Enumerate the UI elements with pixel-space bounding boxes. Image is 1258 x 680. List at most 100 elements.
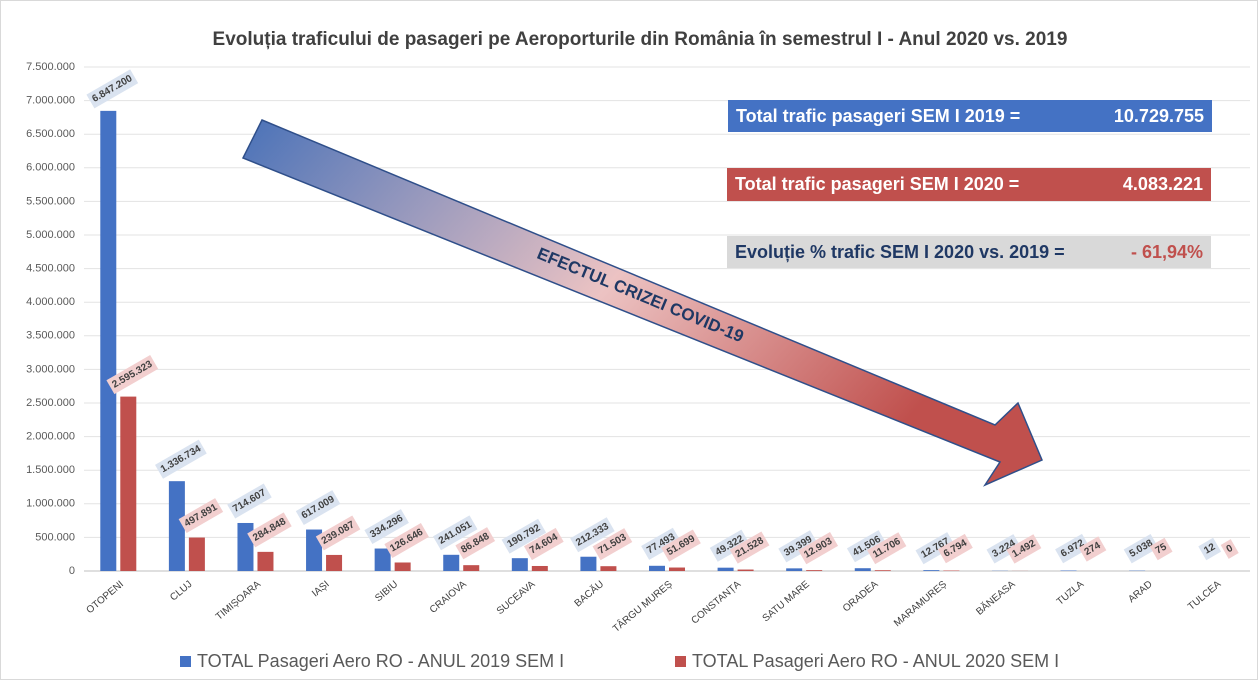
legend-label: TOTAL Pasageri Aero RO - ANUL 2020 SEM I — [692, 651, 1059, 671]
value-label-bg — [867, 532, 907, 565]
value-label-bg — [846, 530, 887, 563]
value-label-bg — [709, 529, 750, 562]
value-label-bg — [778, 530, 819, 563]
bar — [806, 570, 823, 571]
bar — [326, 554, 343, 571]
y-tick-label: 6.000.000 — [26, 162, 75, 174]
value-label-bg — [661, 529, 701, 562]
bar — [649, 565, 665, 571]
box-2020 — [727, 168, 1211, 201]
value-label-bg — [729, 531, 770, 564]
box-label: Total trafic pasageri SEM I 2020 = — [735, 174, 1019, 194]
y-tick-label: 4.000.000 — [26, 296, 75, 308]
bar — [374, 548, 391, 571]
value-label-bg — [592, 528, 633, 561]
value-label-bg — [798, 532, 839, 565]
y-tick-label: 5.500.000 — [26, 195, 75, 207]
bar — [786, 568, 803, 571]
value-label-bg — [915, 532, 956, 565]
y-tick-label: 2.500.000 — [26, 397, 75, 409]
bar — [237, 522, 254, 571]
arrow — [241, 119, 1043, 487]
value-label-text: 12 — [1202, 541, 1218, 556]
y-tick-label: 4.500.000 — [26, 263, 75, 275]
bar — [120, 396, 137, 571]
bar — [737, 569, 754, 571]
chart-title: Evoluția traficului de pasageri pe Aerop… — [213, 29, 1068, 50]
value-label-bg — [1220, 539, 1239, 559]
y-tick-label: 1.500.000 — [26, 464, 75, 476]
bar — [443, 554, 460, 571]
value-label: 0 — [1220, 539, 1239, 559]
legend-label: TOTAL Pasageri Aero RO - ANUL 2019 SEM I — [197, 651, 564, 671]
bar — [669, 567, 685, 571]
value-label-bg — [1006, 534, 1042, 564]
y-tick-label: 0 — [69, 565, 75, 577]
y-tick-label: 7.000.000 — [26, 95, 75, 107]
value-label-bg — [384, 523, 429, 558]
y-tick-label: 3.000.000 — [26, 363, 75, 375]
legend-swatch — [675, 656, 686, 667]
value-label-bg — [641, 527, 681, 560]
value-label-bg — [1123, 533, 1159, 564]
box-2019 — [728, 100, 1212, 132]
value-label-bg — [155, 439, 207, 479]
value-label: 212.333 — [570, 517, 615, 553]
box-value: - 61,94% — [1131, 242, 1203, 262]
bar — [854, 568, 871, 571]
value-label-bg — [227, 483, 272, 519]
value-label-bg — [1078, 536, 1107, 562]
bar — [717, 567, 734, 571]
bar — [257, 551, 274, 571]
y-tick-label: 2.000.000 — [26, 431, 75, 443]
value-label-bg — [523, 527, 564, 561]
box-value: 4.083.221 — [1123, 174, 1203, 194]
y-tick-label: 1.000.000 — [26, 498, 75, 510]
value-label-bg — [1055, 533, 1090, 564]
bar — [511, 558, 528, 571]
y-tick-label: 3.500.000 — [26, 330, 75, 342]
value-label-bg — [247, 512, 292, 548]
bar — [600, 566, 617, 571]
value-label-bg — [364, 509, 409, 545]
value-label: 75 — [1149, 537, 1173, 561]
value-label-bg — [455, 527, 496, 560]
value-label: 274 — [1078, 536, 1107, 562]
bar — [874, 570, 891, 571]
y-tick-label: 5.000.000 — [26, 229, 75, 241]
bar — [188, 537, 205, 571]
value-label: 51.699 — [661, 529, 701, 562]
value-label-bg — [432, 515, 478, 551]
bar — [100, 110, 117, 571]
box-evolution — [727, 236, 1211, 268]
value-label-bg — [1149, 537, 1173, 561]
value-label-bg — [501, 518, 547, 554]
bar — [580, 556, 597, 571]
value-label-bg — [106, 355, 159, 395]
value-label-bg — [1198, 537, 1222, 561]
bar — [531, 565, 548, 571]
y-tick-label: 6.500.000 — [26, 128, 75, 140]
value-label-bg — [937, 533, 973, 564]
value-label-bg — [570, 517, 615, 553]
bar — [463, 565, 480, 571]
y-tick-label: 500.000 — [35, 531, 75, 543]
box-label: Total trafic pasageri SEM I 2019 = — [736, 106, 1020, 126]
value-label-bg — [178, 498, 224, 534]
value-label-bg — [315, 515, 361, 551]
box-value: 10.729.755 — [1114, 106, 1204, 126]
value-label-text: 0 — [1225, 543, 1236, 556]
bar — [923, 570, 940, 571]
y-tick-label: 7.500.000 — [26, 61, 75, 73]
value-label-bg — [86, 69, 139, 109]
bar — [394, 562, 411, 571]
value-label-bg — [986, 534, 1022, 564]
box-label: Evoluție % trafic SEM I 2020 vs. 2019 = — [735, 242, 1065, 262]
value-label-text: 75 — [1154, 541, 1170, 556]
value-label-bg — [295, 490, 341, 526]
value-label: 74.604 — [523, 527, 564, 561]
value-label: 12 — [1198, 537, 1222, 561]
legend-swatch — [180, 656, 191, 667]
bar — [168, 481, 185, 571]
